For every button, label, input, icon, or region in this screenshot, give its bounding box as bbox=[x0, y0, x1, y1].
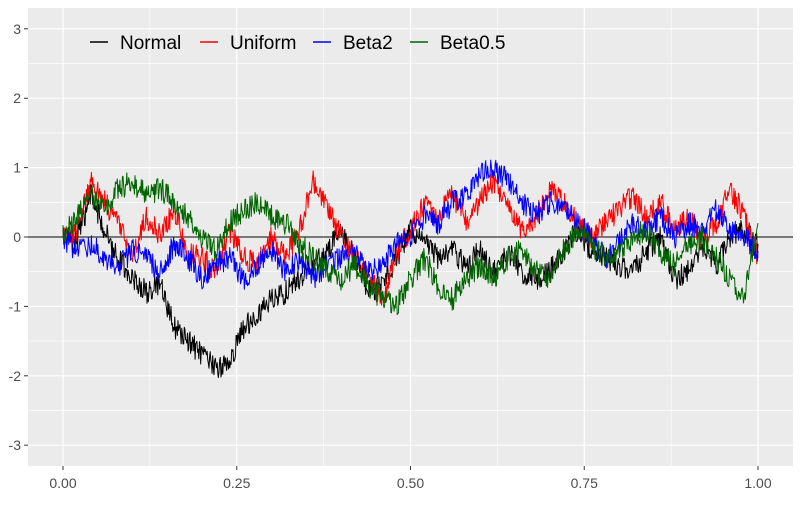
legend-label: Uniform bbox=[230, 33, 297, 54]
y-tick-label: 1 bbox=[13, 160, 21, 176]
y-tick-label: -3 bbox=[9, 437, 22, 453]
series-line-beta0-5 bbox=[62, 172, 759, 316]
y-tick-label: -2 bbox=[9, 368, 22, 384]
x-tick-label: 0.50 bbox=[397, 475, 424, 491]
legend: Normal Uniform Beta2 Beta0.5 bbox=[90, 33, 506, 54]
x-tick-label: 0.75 bbox=[571, 475, 598, 491]
x-tick-label: 0.00 bbox=[49, 475, 76, 491]
axes: -3 -2 -1 0 1 2 3 0.00 0.25 0.50 0.75 1.00 bbox=[9, 21, 772, 491]
y-tick-label: 3 bbox=[13, 21, 21, 37]
x-tick-label: 0.25 bbox=[223, 475, 250, 491]
y-tick-label: 2 bbox=[13, 90, 21, 106]
legend-label: Beta2 bbox=[343, 33, 393, 54]
x-tick-label: 1.00 bbox=[744, 475, 771, 491]
y-tick-label: -1 bbox=[9, 298, 22, 314]
series-lines bbox=[62, 159, 759, 379]
series-line-normal bbox=[62, 184, 759, 379]
y-tick-label: 0 bbox=[13, 229, 21, 245]
legend-label: Beta0.5 bbox=[440, 33, 506, 54]
series-line-uniform bbox=[62, 170, 759, 306]
legend-label: Normal bbox=[120, 33, 181, 54]
